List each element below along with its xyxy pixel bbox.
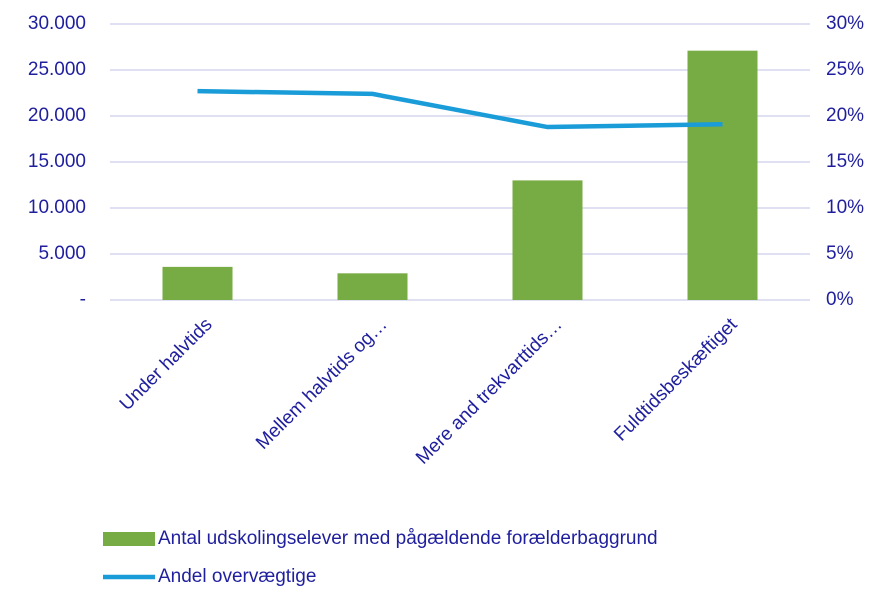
x-tick-label: Mere and trekvarttids… <box>412 314 566 468</box>
x-tick-label: Under halvtids <box>116 314 217 415</box>
line <box>197 88 723 130</box>
legend-label: Antal udskolingselever med pågældende fo… <box>158 528 658 549</box>
y-tick-label: 30.000 <box>28 13 86 34</box>
y2-tick-label: 10% <box>826 197 864 218</box>
y2-tick-label: 0% <box>826 289 854 310</box>
y2-tick-label: 30% <box>826 13 864 34</box>
y-tick-label: 15.000 <box>28 151 86 172</box>
x-tick-label: Fuldtidsbeskæftiget <box>610 314 742 446</box>
y-tick-label: 20.000 <box>28 105 86 126</box>
bar <box>512 180 583 300</box>
y-tick-label: 10.000 <box>28 197 86 218</box>
y-tick-label: 5.000 <box>38 243 86 264</box>
legend-swatch <box>103 532 155 546</box>
bar <box>687 50 758 301</box>
y2-tick-label: 15% <box>826 151 864 172</box>
y2-tick-label: 25% <box>826 59 864 80</box>
y-tick-label: 25.000 <box>28 59 86 80</box>
y2-tick-label: 5% <box>826 243 854 264</box>
bar <box>337 273 408 300</box>
bar <box>162 266 233 300</box>
x-tick-label: Mellem halvtids og… <box>252 314 392 454</box>
y-tick-label: - <box>80 289 86 310</box>
y2-tick-label: 20% <box>826 105 864 126</box>
legend-label: Andel overvægtige <box>158 566 316 587</box>
